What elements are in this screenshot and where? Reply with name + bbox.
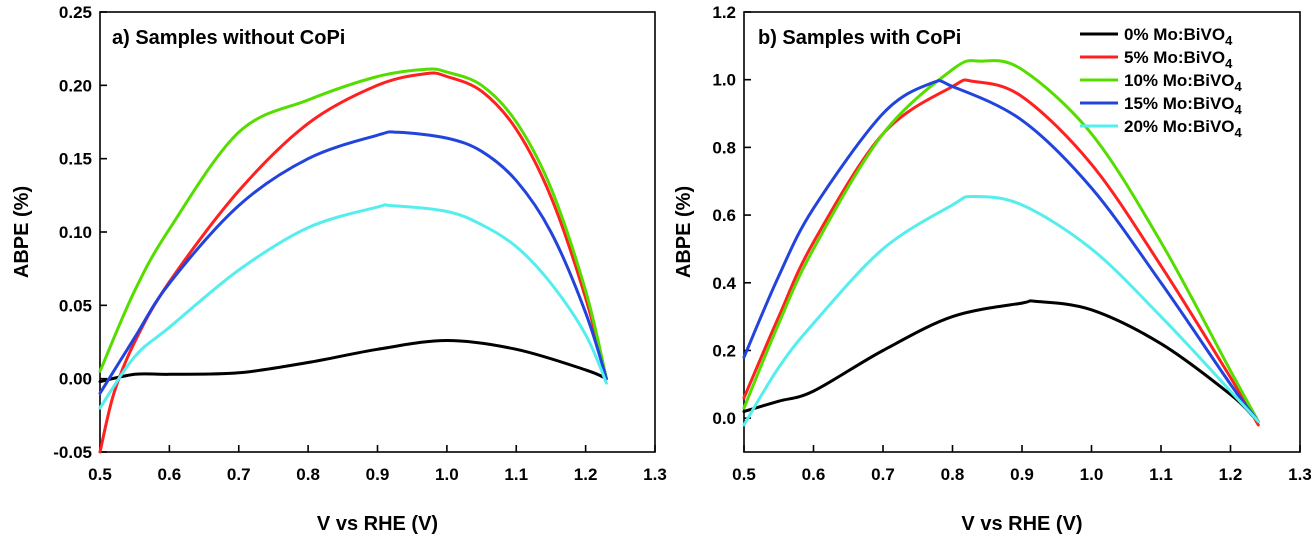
legend-label-subscript: 4: [1225, 33, 1233, 48]
series-line-3: [98, 130, 608, 395]
panel-title: a) Samples without CoPi: [112, 27, 345, 49]
legend-label-subscript: 4: [1235, 102, 1243, 117]
x-tick-label: 0.8: [941, 465, 965, 484]
x-tick-label: 0.6: [802, 465, 826, 484]
legend-label-subscript: 4: [1235, 125, 1243, 140]
series-line-0: [98, 339, 608, 384]
x-tick-label: 1.1: [504, 465, 528, 484]
x-tick-label: 0.8: [296, 465, 320, 484]
series-line-1: [98, 71, 608, 454]
legend-label-base: 5% Mo:BiVO: [1124, 48, 1225, 67]
legend-label-base: 0% Mo:BiVO: [1124, 25, 1225, 44]
x-tick-label: 1.2: [1219, 465, 1243, 484]
y-tick-label: 0.20: [59, 76, 92, 95]
x-tick-label: 1.1: [1149, 465, 1173, 484]
x-tick-label: 0.7: [227, 465, 251, 484]
panel-a: 0.5 0.6 0.7 0.8 0.9 1.0 1.1 1.2 1.3 -0.05 0.00 0.05…: [11, 3, 667, 535]
legend-label-2: 10% Mo:BiVO4: [1124, 71, 1243, 94]
x-tick-label: 1.0: [1080, 465, 1104, 484]
legend-label-base: 15% Mo:BiVO: [1124, 94, 1235, 113]
series-line-0: [742, 299, 1257, 420]
x-tick-label: 1.3: [1288, 465, 1311, 484]
y-tick-label: 0.8: [712, 138, 736, 157]
y-tick-label: 0.6: [712, 206, 736, 225]
legend-label-subscript: 4: [1235, 79, 1243, 94]
series-line-2: [98, 67, 608, 381]
y-axis-title: ABPE (%): [11, 186, 33, 278]
legend-label-base: 20% Mo:BiVO: [1124, 117, 1235, 136]
legend-label-subscript: 4: [1225, 56, 1233, 71]
legend-label-base: 10% Mo:BiVO: [1124, 71, 1235, 90]
y-tick-label: -0.05: [53, 443, 92, 462]
y-tick-label: 0.10: [59, 223, 92, 242]
x-tick-label: 0.7: [871, 465, 895, 484]
y-tick-label: 1.0: [712, 71, 736, 90]
x-axis-title: V vs RHE (V): [317, 513, 438, 535]
legend-label-1: 5% Mo:BiVO4: [1124, 48, 1233, 71]
series-line-1: [742, 78, 1260, 427]
x-tick-label: 1.3: [643, 465, 667, 484]
legend-label-0: 0% Mo:BiVO4: [1124, 25, 1233, 48]
x-tick-label: 1.0: [435, 465, 459, 484]
y-tick-label: 0.15: [59, 150, 92, 169]
series-line-3: [742, 79, 1260, 423]
legend-label-3: 15% Mo:BiVO4: [1124, 94, 1243, 117]
y-tick-label: 0.00: [59, 370, 92, 389]
x-tick-label: 0.5: [732, 465, 756, 484]
x-tick-label: 0.5: [88, 465, 112, 484]
series-line-4: [98, 203, 608, 410]
panel-title: b) Samples with CoPi: [758, 27, 961, 49]
x-tick-label: 0.9: [366, 465, 390, 484]
x-tick-label: 0.6: [158, 465, 182, 484]
series-line-2: [742, 59, 1260, 423]
legend-label-4: 20% Mo:BiVO4: [1124, 117, 1243, 140]
y-tick-label: 0.05: [59, 296, 92, 315]
x-axis-title: V vs RHE (V): [961, 513, 1082, 535]
x-tick-label: 0.9: [1010, 465, 1034, 484]
y-tick-label: 0.25: [59, 3, 92, 22]
y-tick-label: 0.2: [712, 341, 736, 360]
y-tick-label: 1.2: [712, 3, 736, 22]
y-axis-title: ABPE (%): [673, 186, 695, 278]
y-tick-label: 0.0: [712, 409, 736, 428]
series-line-4: [742, 194, 1260, 427]
panel-b: 0.5 0.6 0.7 0.8 0.9 1.0 1.1 1.2 1.3 0.0 0.2 0.4 0.6 0…: [673, 3, 1311, 535]
y-tick-label: 0.4: [712, 274, 736, 293]
x-tick-label: 1.2: [574, 465, 598, 484]
